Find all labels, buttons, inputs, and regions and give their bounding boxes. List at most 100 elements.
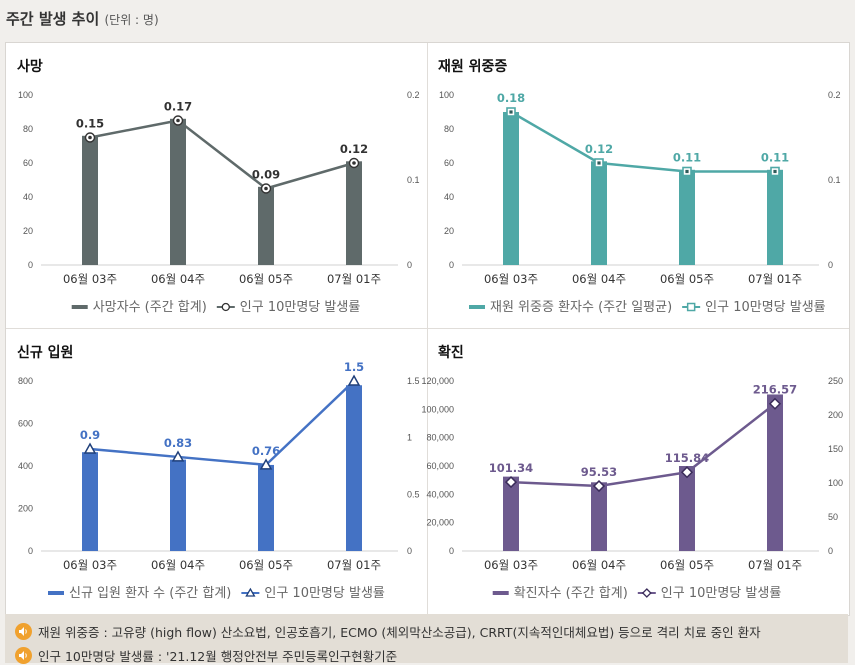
y-tick-label-right: 0 xyxy=(828,546,833,556)
line-point xyxy=(171,450,185,462)
footnote-row: 재원 위중증 : 고유량 (high flow) 산소요법, 인공호흡기, EC… xyxy=(15,621,761,641)
y-tick-label-left: 20 xyxy=(23,226,33,236)
grid-divider-vertical xyxy=(427,43,428,615)
legend-marker xyxy=(245,587,256,597)
data-label: 101.34 xyxy=(489,461,533,475)
line-point xyxy=(592,479,606,493)
data-label: 0.76 xyxy=(252,444,280,458)
y-tick-label-left: 400 xyxy=(18,461,33,471)
x-tick-label: 06월 03주 xyxy=(63,558,117,572)
y-tick-label-left: 0 xyxy=(449,546,454,556)
x-tick-label: 07월 01주 xyxy=(327,558,381,572)
section-unit: (단위 : 명) xyxy=(104,13,159,27)
chart-svg: 0 200 400 600 800 0 0.5 1 1.5 06월 03주 06월 04주 06월 0… xyxy=(18,360,420,601)
y-tick-label-right: 100 xyxy=(828,478,843,488)
y-tick-label-left: 20 xyxy=(444,226,454,236)
footnote-box: 재원 위중증 : 고유량 (high flow) 산소요법, 인공호흡기, EC… xyxy=(5,614,848,665)
x-tick-label: 06월 03주 xyxy=(63,272,117,286)
legend-marker xyxy=(221,302,230,312)
legend-label-line: 인구 10만명당 발생률 xyxy=(264,586,385,601)
line-point-dot xyxy=(176,118,180,123)
legend-swatch-bar xyxy=(48,591,64,595)
bar xyxy=(503,112,519,265)
footnote-row: 인구 10만명당 발생률 : '21.12월 행정안전부 주민등록인구현황기준 xyxy=(15,645,397,665)
legend-label-bar: 재원 위중증 환자수 (주간 일평균) xyxy=(490,300,672,315)
line-point xyxy=(768,397,782,410)
bar xyxy=(679,169,695,265)
y-tick-label-right: 50 xyxy=(828,512,838,522)
line-point xyxy=(680,466,694,479)
y-tick-label-left: 40 xyxy=(23,192,33,202)
x-tick-label: 06월 04주 xyxy=(151,558,205,572)
x-tick-label: 07월 01주 xyxy=(748,558,802,572)
y-tick-label-right: 0.1 xyxy=(407,175,420,185)
line-point-dot xyxy=(685,169,689,174)
y-tick-label-right: 0.1 xyxy=(828,175,841,185)
chart-panel-confirmed: 확진 0 20,000 40,000 60,000 80,000 100,000 120,0… xyxy=(421,329,848,614)
y-tick-label-left: 80 xyxy=(23,124,33,134)
chart-title: 재원 위중증 xyxy=(438,59,508,75)
y-tick-label-left: 100 xyxy=(18,90,33,100)
bar xyxy=(170,118,186,265)
y-tick-label-left: 100 xyxy=(439,90,454,100)
bar xyxy=(346,385,362,551)
bar xyxy=(258,464,274,551)
y-tick-label-right: 1.5 xyxy=(407,376,420,386)
y-tick-label-right: 0 xyxy=(828,260,833,270)
x-tick-label: 06월 05주 xyxy=(660,558,714,572)
data-label: 1.5 xyxy=(344,360,364,374)
y-tick-label-left: 60,000 xyxy=(426,461,454,471)
y-tick-label-left: 40 xyxy=(444,192,454,202)
bar xyxy=(767,169,783,265)
speaker-icon xyxy=(15,622,32,640)
chart-grid: 사망 0 20 40 60 80 100 0 0.1 0.2 06월 03주 06월 04주 06월 … xyxy=(5,42,850,616)
y-tick-label-left: 600 xyxy=(18,419,33,429)
y-tick-label-left: 120,000 xyxy=(421,376,454,386)
footnote-text: 인구 10만명당 발생률 : '21.12월 행정안전부 주민등록인구현황기준 xyxy=(38,648,398,664)
line-point-dot xyxy=(597,161,601,165)
chart-panel-death: 사망 0 20 40 60 80 100 0 0.1 0.2 06월 03주 06월 04주 06월 … xyxy=(6,43,427,328)
line-series xyxy=(89,119,355,190)
data-label: 0.11 xyxy=(761,151,789,165)
x-tick-label: 06월 03주 xyxy=(484,558,538,572)
y-tick-label-left: 0 xyxy=(449,260,454,270)
y-tick-label-left: 80 xyxy=(444,124,454,134)
y-tick-label-left: 0 xyxy=(28,546,33,556)
data-label: 0.17 xyxy=(164,100,192,114)
bar xyxy=(591,161,607,265)
chart-title: 신규 입원 xyxy=(17,345,74,361)
line-point-dot xyxy=(509,110,513,114)
line-point xyxy=(259,458,273,470)
bar xyxy=(503,476,519,551)
y-tick-label-left: 200 xyxy=(18,504,33,514)
y-tick-label-right: 0.2 xyxy=(828,90,841,100)
y-tick-label-right: 150 xyxy=(828,444,843,454)
data-label: 0.09 xyxy=(252,168,280,182)
bar xyxy=(591,482,607,551)
legend-label-bar: 사망자수 (주간 합계) xyxy=(93,300,207,315)
legend-swatch-bar xyxy=(469,305,485,309)
bar xyxy=(346,161,362,265)
line-series xyxy=(89,380,355,467)
line-series xyxy=(510,110,775,173)
data-label: 0.12 xyxy=(340,142,368,156)
speaker-icon xyxy=(15,646,32,664)
data-label: 0.11 xyxy=(673,151,701,165)
legend-swatch-bar xyxy=(492,591,509,595)
y-tick-label-left: 100,000 xyxy=(421,404,454,414)
y-tick-label-left: 0 xyxy=(28,260,33,270)
data-label: 95.53 xyxy=(581,465,617,479)
y-tick-label-right: 0.5 xyxy=(407,489,420,499)
y-tick-label-left: 40,000 xyxy=(426,489,454,499)
legend-swatch-bar xyxy=(71,305,88,309)
chart-svg: 0 20 40 60 80 100 0 0.1 0.2 06월 03주 06월 04주 06월 05주… xyxy=(439,90,841,315)
y-tick-label-right: 0 xyxy=(407,260,412,270)
bar xyxy=(82,452,98,551)
chart-title: 사망 xyxy=(17,59,43,75)
x-tick-label: 06월 03주 xyxy=(484,272,538,286)
grid-divider-horizontal xyxy=(6,328,849,329)
legend-marker xyxy=(686,302,696,312)
legend-marker xyxy=(641,588,652,598)
chart-title: 확진 xyxy=(438,345,464,361)
bar xyxy=(82,135,98,265)
